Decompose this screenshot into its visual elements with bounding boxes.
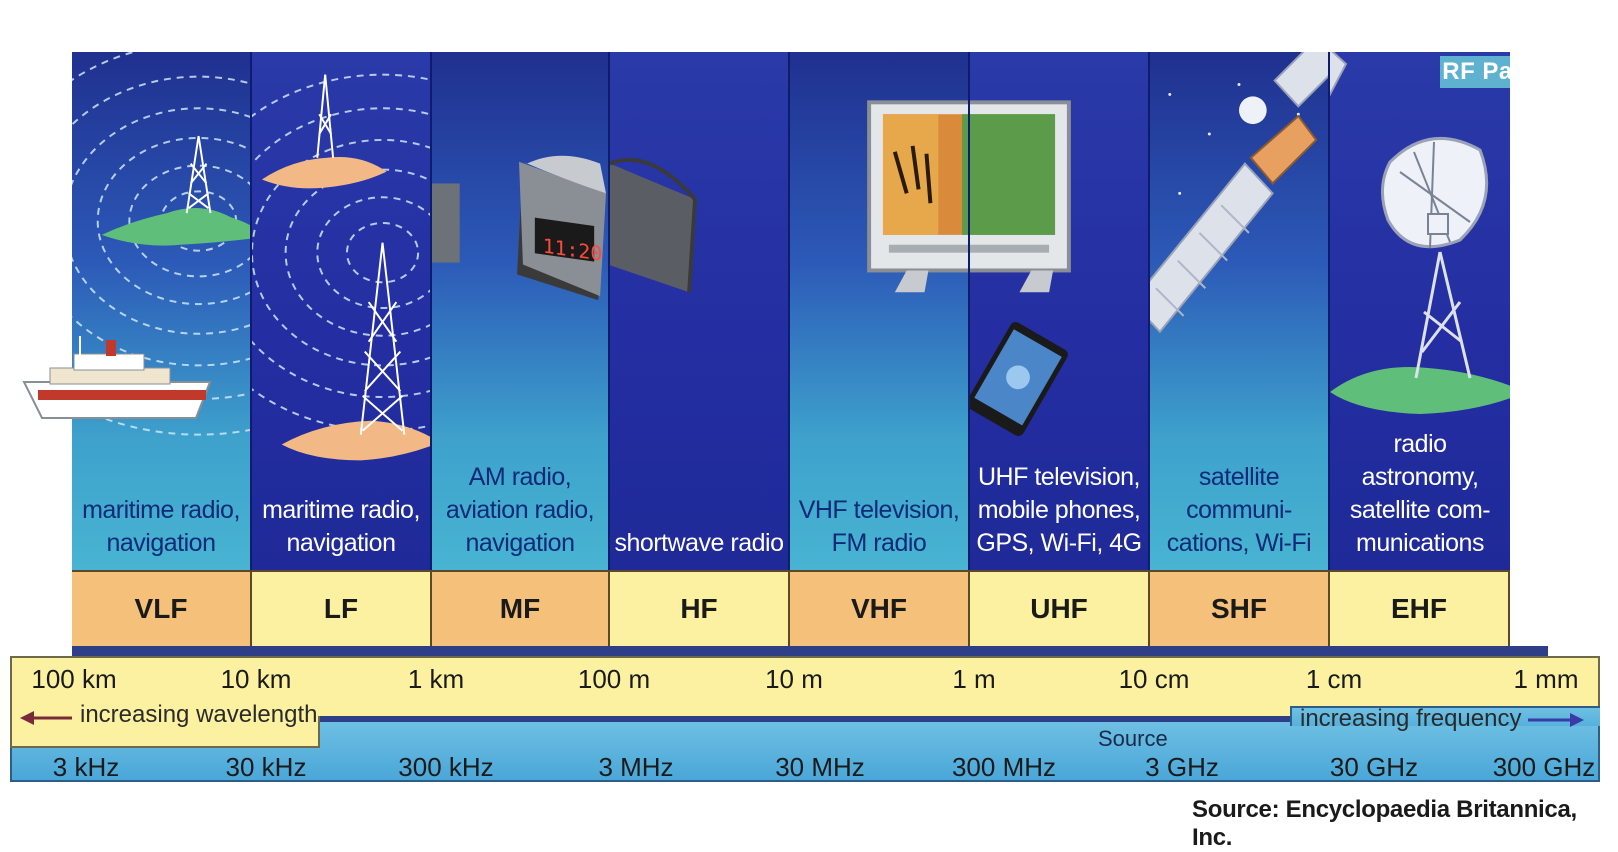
source-small-label: Source <box>1098 726 1168 751</box>
band-code-uhf: UHF <box>970 570 1150 646</box>
source-credit: Source: Encyclopaedia Britannica, Inc. <box>1192 796 1577 851</box>
alarm-clock-radio-icon <box>610 158 698 293</box>
increasing-frequency-label: increasing frequency <box>1300 705 1522 732</box>
band-label-ehf: radio astronomy, satellite com-munications <box>1349 430 1491 557</box>
radio-tower-icon <box>359 242 406 435</box>
band-label-shf: satellite communi-cations, Wi-Fi <box>1166 463 1312 557</box>
band-code-lf: LF <box>252 570 432 646</box>
radio-tower-icon <box>316 74 335 158</box>
band-code-mf: MF <box>432 570 610 646</box>
frequency-tick: 300 MHz <box>951 752 1057 782</box>
ship-icon <box>22 336 212 419</box>
frequency-tick: 30 GHz <box>1329 752 1419 782</box>
frequency-tick: 3 GHz <box>1145 752 1219 782</box>
band-shf: satellite communi-cations, Wi-Fi <box>1150 52 1330 570</box>
band-uhf: UHF television, mobile phones, GPS, Wi-Fi,… <box>970 52 1150 570</box>
smartphone-icon <box>970 322 1068 437</box>
band-label-vhf: VHF television, FM radio <box>798 496 960 557</box>
band-lf: maritime radio, navigation <box>252 52 432 570</box>
band-code-hf: HF <box>610 570 790 646</box>
wavelength-tick: 10 m <box>765 664 823 694</box>
band-label-mf: AM radio, aviation radio, navigation <box>445 463 595 557</box>
island-icon <box>101 208 250 246</box>
band-label-uhf: UHF television, mobile phones, GPS, Wi-Fi,… <box>976 463 1142 557</box>
wavelength-tick: 1 cm <box>1305 664 1363 694</box>
arrow-left-icon <box>20 711 72 725</box>
band-vhf: VHF television, FM radio <box>790 52 970 570</box>
radio-waves-icon <box>72 52 250 436</box>
radio-tower-icon <box>185 135 212 214</box>
wavelength-tick: 100 m <box>577 664 651 694</box>
scale-divider <box>320 716 1290 722</box>
wavelength-tick: 1 km <box>407 664 465 694</box>
wavelength-tick: 1 m <box>952 664 996 694</box>
island-icon <box>261 157 387 189</box>
arrow-right-icon <box>1528 713 1584 727</box>
frequency-tick: 30 kHz <box>225 752 307 782</box>
band-mf: 11:20 AM radio, aviation radio, navigation <box>432 52 610 570</box>
frequency-tick: 300 kHz <box>398 752 494 782</box>
wavelength-tab <box>10 716 320 748</box>
frequency-tick: 30 MHz <box>775 752 865 782</box>
band-code-shf: SHF <box>1150 570 1330 646</box>
band-code-vlf: VLF <box>72 570 252 646</box>
alarm-clock-radio-icon: 11:20 <box>432 155 607 301</box>
band-label-vlf: maritime radio, navigation <box>82 496 240 557</box>
band-hf: shortwave radio <box>610 52 790 570</box>
satellite-dish-icon <box>1330 52 1510 414</box>
television-icon <box>970 100 1071 437</box>
island-icon <box>281 420 430 461</box>
increasing-wavelength-label: increasing wavelength <box>80 701 318 728</box>
frequency-tick: 3 MHz <box>598 752 674 782</box>
band-label-lf: maritime radio, navigation <box>262 496 420 557</box>
wavelength-tick: 10 km <box>220 664 292 694</box>
band-code-vhf: VHF <box>790 570 970 646</box>
band-vlf: maritime radio, navigation <box>72 52 252 570</box>
strip-divider <box>72 646 1548 656</box>
television-icon <box>867 100 968 293</box>
frequency-tick: 3 kHz <box>52 752 120 782</box>
rf-page-logo: RF Page <box>1440 56 1510 88</box>
frequency-tick: 300 GHz <box>1492 752 1596 782</box>
wavelength-tick: 1 mm <box>1513 664 1579 694</box>
band-code-ehf: EHF <box>1330 570 1510 646</box>
wavelength-tick: 10 cm <box>1118 664 1190 694</box>
frequency-tab <box>1290 706 1600 726</box>
band-label-hf: shortwave radio <box>614 529 784 557</box>
satellite-icon <box>1150 52 1328 334</box>
wavelength-tick: 100 km <box>31 664 117 694</box>
radio-waves-icon <box>252 73 430 461</box>
